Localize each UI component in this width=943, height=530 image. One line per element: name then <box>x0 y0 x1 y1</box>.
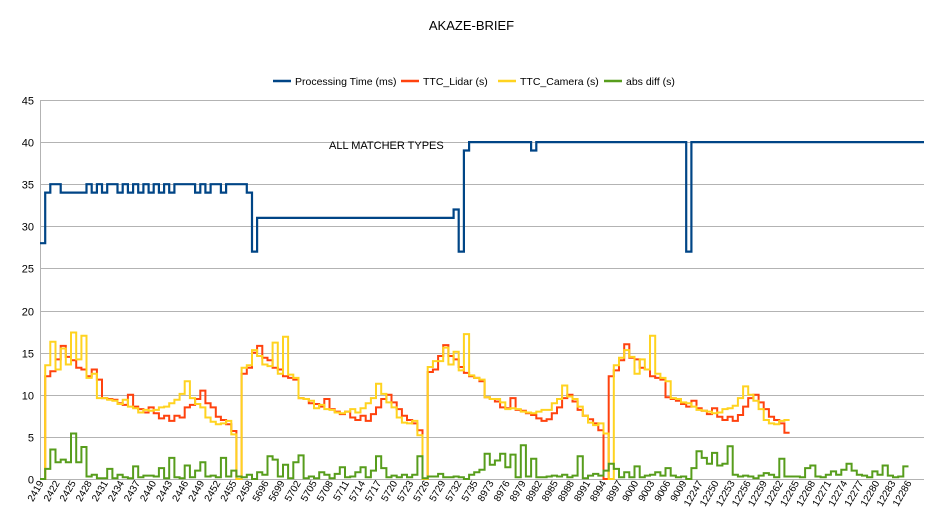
series-line-2 <box>40 331 790 480</box>
y-tick-label: 15 <box>22 349 34 361</box>
plot-area <box>40 141 924 480</box>
annotation-label: ALL MATCHER TYPES <box>329 140 444 152</box>
series-line-3 <box>40 432 909 480</box>
x-axis: 2419242224252428243124342437244024432446… <box>26 479 915 509</box>
y-tick-label: 30 <box>22 222 34 234</box>
y-tick-label: 45 <box>22 96 34 108</box>
legend: Processing Time (ms) TTC_Lidar (s) TTC_Cam… <box>273 76 675 88</box>
legend-label-1: TTC_Lidar (s) <box>423 76 488 88</box>
y-tick-label: 20 <box>22 307 34 319</box>
legend-label-0: Processing Time (ms) <box>295 76 397 88</box>
legend-label-3: abs diff (s) <box>626 76 675 88</box>
legend-label-2: TTC_Camera (s) <box>520 76 599 88</box>
y-tick-label: 35 <box>22 180 34 192</box>
y-axis: 0 5 10 15 20 25 30 35 40 45 <box>22 96 41 487</box>
x-tick-label: 5708 <box>315 479 336 504</box>
chart-title: AKAZE-BRIEF <box>429 18 514 33</box>
y-tick-label: 40 <box>22 138 34 150</box>
y-tick-label: 25 <box>22 264 34 276</box>
y-tick-label: 5 <box>28 433 34 445</box>
y-tick-label: 0 <box>28 475 34 487</box>
y-tick-label: 10 <box>22 391 34 403</box>
series-line-0 <box>40 141 924 253</box>
grid <box>40 100 924 480</box>
